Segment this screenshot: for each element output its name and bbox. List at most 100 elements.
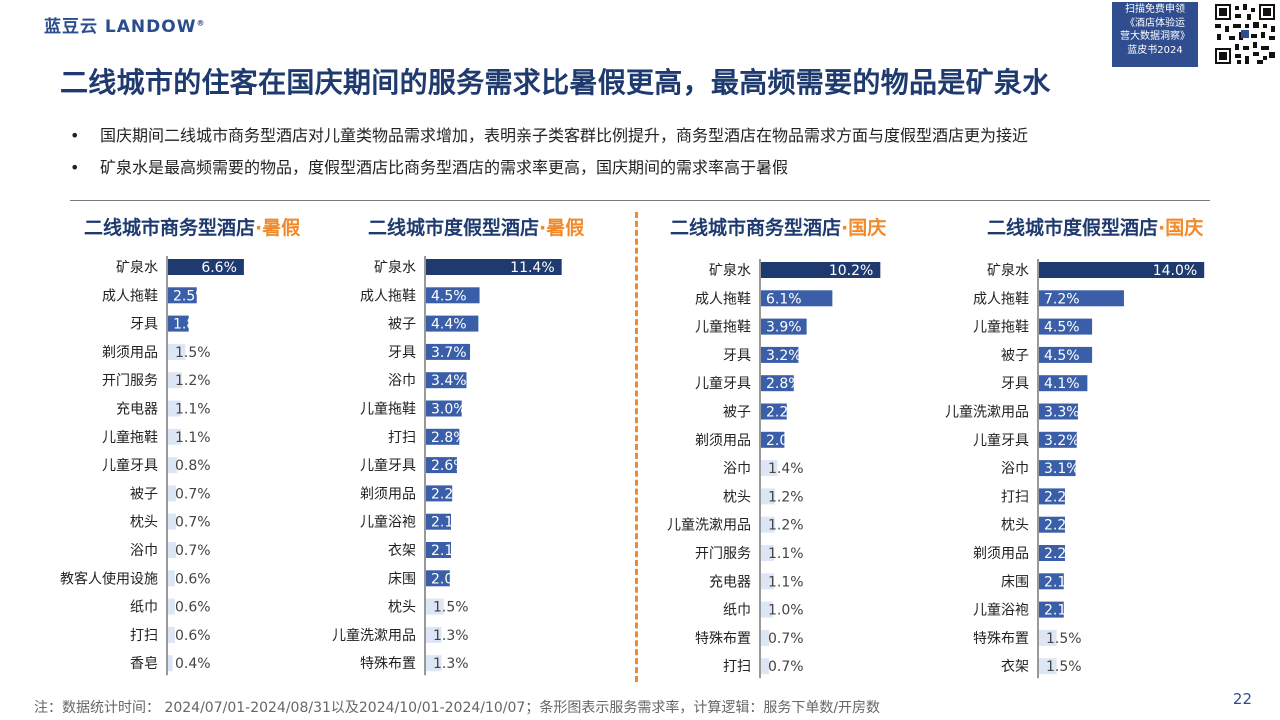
bar: [168, 428, 181, 445]
category-label: 牙具: [723, 348, 751, 364]
bar: [426, 513, 451, 530]
bar: [761, 346, 799, 363]
bar: [1039, 460, 1076, 477]
promo-line: 蓝皮书2024: [1127, 44, 1183, 56]
bar: [761, 375, 794, 392]
data-label: 1.5%: [1046, 631, 1082, 647]
period-divider: [635, 212, 638, 682]
data-label: 4.4%: [431, 317, 467, 333]
bar: [168, 315, 189, 332]
data-label: 1.2%: [175, 373, 211, 389]
bar: [1039, 403, 1078, 420]
data-label: 14.0%: [1153, 263, 1197, 279]
data-label: 2.2%: [1044, 546, 1080, 562]
bar: [168, 372, 182, 389]
category-label: 枕头: [388, 600, 416, 616]
chart-title-text: 二线城市度假型酒店: [368, 216, 539, 239]
data-label: 2.0%: [766, 433, 802, 449]
data-label: 2.2%: [1044, 518, 1080, 534]
data-label: 4.5%: [1044, 348, 1080, 364]
data-label: 7.2%: [1044, 291, 1080, 307]
data-label: 3.3%: [1044, 405, 1080, 421]
category-label: 开门服务: [695, 546, 751, 562]
bar: [168, 598, 175, 615]
bar: [426, 343, 471, 360]
qr-code-icon[interactable]: [1213, 2, 1277, 66]
category-label: 开门服务: [102, 373, 158, 389]
promo-badge[interactable]: 扫描免费申领 《酒店体验运 营大数据洞察》 蓝皮书2024: [1112, 2, 1198, 67]
data-label: 2.1%: [1044, 574, 1080, 590]
data-label: 4.5%: [431, 288, 467, 304]
bar: [168, 457, 178, 474]
chart-title-text: 二线城市度假型酒店: [987, 216, 1158, 239]
data-label: 1.2%: [768, 518, 804, 534]
promo-line: 《酒店体验运: [1125, 17, 1185, 29]
category-label: 被子: [1001, 348, 1029, 364]
bar: [168, 485, 177, 502]
data-label: 2.1%: [431, 543, 467, 559]
data-label: 3.1%: [1044, 461, 1080, 477]
bar: [426, 287, 480, 304]
bar: [426, 372, 467, 389]
category-label: 儿童拖鞋: [973, 319, 1029, 336]
bar: [426, 315, 479, 332]
data-label: 2.2%: [431, 486, 467, 502]
category-label: 儿童牙具: [973, 432, 1029, 449]
data-label: 3.0%: [431, 402, 467, 418]
bar: [1039, 488, 1065, 505]
category-label: 剃须用品: [360, 486, 416, 502]
bar: [1039, 658, 1057, 675]
bar: [426, 570, 450, 587]
data-label: 10.2%: [829, 263, 873, 279]
bar: [1039, 601, 1064, 618]
bar: [426, 259, 562, 275]
category-label: 浴巾: [723, 461, 751, 477]
category-label: 被子: [130, 486, 158, 502]
bar: [1039, 629, 1057, 646]
data-label: 1.5%: [1046, 659, 1082, 675]
footnote: 注：数据统计时间： 2024/07/01-2024/08/31以及2024/10…: [34, 700, 881, 716]
category-label: 浴巾: [388, 373, 416, 389]
data-label: 2.1%: [1044, 603, 1080, 619]
bar: [761, 601, 773, 618]
category-label: 教客人使用设施: [60, 570, 158, 587]
category-label: 衣架: [388, 543, 416, 559]
chart-title-text: 二线城市商务型酒店: [84, 216, 255, 239]
category-label: 床围: [1001, 574, 1029, 590]
bar: [1039, 545, 1065, 561]
bar: [1039, 431, 1077, 448]
bar: [426, 542, 451, 558]
data-label: 1.5%: [433, 600, 469, 616]
category-label: 成人拖鞋: [973, 291, 1029, 307]
category-label: 打扫: [388, 429, 416, 446]
category-label: 儿童洗漱用品: [667, 517, 751, 534]
category-label: 打扫: [723, 658, 751, 675]
data-label: 3.9%: [766, 320, 802, 336]
category-label: 纸巾: [723, 603, 751, 619]
bar: [426, 485, 453, 502]
bar: [168, 287, 197, 304]
chart-title: 二线城市商务型酒店·暑假: [84, 216, 300, 239]
bar: [761, 629, 770, 646]
chart-title: 二线城市度假型酒店·国庆: [987, 216, 1203, 239]
category-label: 儿童洗漱用品: [945, 404, 1029, 421]
category-label: 打扫: [1001, 488, 1029, 505]
category-label: 成人拖鞋: [360, 288, 416, 304]
bar: [761, 658, 770, 675]
category-label: 打扫: [130, 627, 158, 644]
page-title: 二线城市的住客在国庆期间的服务需求比暑假更高，最高频需要的物品是矿泉水: [60, 66, 1051, 99]
bar: [1039, 375, 1088, 392]
category-label: 儿童拖鞋: [360, 401, 416, 418]
data-label: 2.2%: [766, 405, 802, 421]
bar: [761, 545, 774, 561]
bar: [168, 513, 177, 530]
category-label: 矿泉水: [116, 259, 158, 276]
category-label: 香皂: [130, 656, 158, 672]
page-number: 22: [1232, 690, 1252, 708]
category-label: 儿童牙具: [102, 457, 158, 474]
category-label: 剃须用品: [973, 546, 1029, 562]
section-divider: [70, 200, 1210, 201]
category-label: 牙具: [1001, 376, 1029, 392]
category-label: 矿泉水: [987, 262, 1029, 279]
bar: [761, 488, 776, 505]
